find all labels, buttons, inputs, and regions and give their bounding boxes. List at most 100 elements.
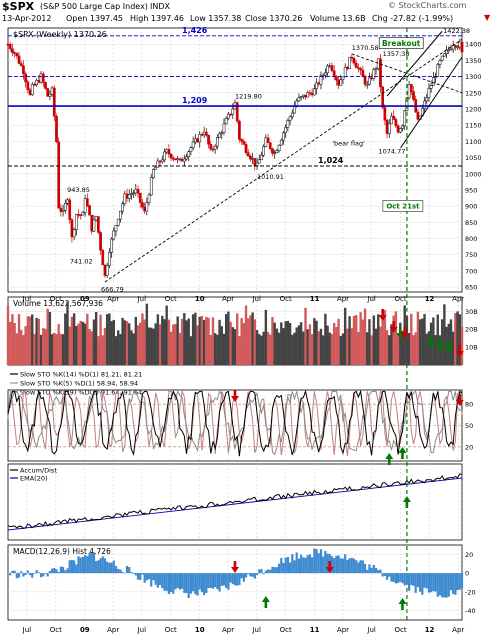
candle-body <box>330 65 334 72</box>
symbol-title[interactable]: $SPX <box>2 0 35 13</box>
volume-bar <box>341 333 345 365</box>
macd-hist-bar <box>209 573 212 588</box>
macd-hist-bar <box>264 570 267 574</box>
volume-bar <box>147 327 151 365</box>
red-arrow-down-icon-stem <box>233 561 237 567</box>
macd-hist-bar <box>31 573 34 578</box>
credit-label[interactable]: © StockCharts.com <box>388 1 467 10</box>
y-tick-label: 1150 <box>465 122 482 130</box>
macd-hist-bar <box>300 554 303 574</box>
candle-body <box>238 120 241 140</box>
volume-bar <box>297 325 301 365</box>
volume-bar <box>213 333 217 365</box>
macd-hist-bar <box>57 571 60 574</box>
volume-bar <box>286 320 290 365</box>
macd-hist-bar <box>366 569 369 574</box>
candle-body <box>242 141 246 145</box>
price-annotation: 1357.38 <box>383 50 410 58</box>
red-arrow-down-icon <box>389 327 398 333</box>
volume-bar <box>114 336 118 365</box>
macd-hist-bar <box>447 573 450 597</box>
y-tick-label: 900 <box>465 203 477 211</box>
volume-bar <box>169 331 173 365</box>
macd-hist-bar <box>176 573 179 588</box>
volume-bar <box>161 315 164 365</box>
volume-bar <box>158 324 162 365</box>
macd-hist-bar <box>284 557 287 574</box>
volume-bar <box>275 328 279 365</box>
candle-body <box>152 169 155 178</box>
volume-bar <box>194 312 197 365</box>
red-arrow-down-icon-stem <box>328 561 332 567</box>
x-tick-label: Apr <box>222 626 234 634</box>
candle-body <box>257 159 261 164</box>
candle-body <box>19 63 23 66</box>
volume-bar <box>13 322 16 365</box>
candle-body <box>290 112 294 118</box>
macd-hist-bar <box>154 573 157 585</box>
macd-hist-bar <box>192 573 195 592</box>
candle-body <box>30 84 34 96</box>
volume-bar <box>416 311 420 365</box>
breakout-label: Breakout <box>382 39 421 48</box>
candle-body <box>187 151 191 158</box>
down-arrow-icon: ▼ <box>484 13 491 22</box>
macd-hist-bar <box>337 555 340 574</box>
macd-hist-bar <box>37 572 40 574</box>
macd-hist-bar <box>258 569 261 574</box>
volume-bar <box>253 319 257 365</box>
candle-body <box>59 207 63 212</box>
candle-body <box>147 194 151 204</box>
volume-bar <box>359 312 362 365</box>
volume-bar <box>196 325 199 365</box>
candle-body <box>218 133 221 138</box>
candle-body <box>423 100 426 109</box>
macd-hist-bar <box>253 573 256 579</box>
volume-bar <box>97 336 100 365</box>
candle-body <box>385 119 389 134</box>
macd-hist-bar <box>454 573 457 595</box>
candle-body <box>379 58 382 88</box>
volume-bar <box>119 334 122 365</box>
macd-hist-bar <box>288 562 292 574</box>
candle-body <box>335 76 338 81</box>
ema20-line <box>7 477 463 531</box>
volume-bar <box>317 331 320 365</box>
green-arrow-up-icon <box>402 496 411 502</box>
candle-body <box>231 108 235 115</box>
y-tick-label: 750 <box>465 251 477 259</box>
candle-body <box>79 214 83 216</box>
candle-body <box>103 264 107 276</box>
macd-hist-bar <box>233 573 237 586</box>
red-arrow-down-icon-stem <box>458 394 462 400</box>
channel-low-line <box>400 56 463 149</box>
candle-body <box>392 115 396 120</box>
macd-hist-bar <box>438 573 442 596</box>
volume-bar <box>451 331 455 365</box>
stoch-39-line <box>7 389 463 456</box>
volume-bar <box>337 318 340 365</box>
volume-bar <box>130 330 133 365</box>
candle-body <box>22 65 25 75</box>
x-tick-label: Oct <box>50 295 62 303</box>
volume-bar <box>6 305 10 365</box>
panel-frame-main <box>7 27 463 293</box>
macd-hist-bar <box>295 552 298 574</box>
candle-body <box>46 88 50 97</box>
volume-bar <box>50 334 54 365</box>
green-arrow-down-icon <box>435 345 444 351</box>
price-annotation: 1370.58 <box>352 44 379 52</box>
macd-title: MACD(12,26,9) Hist 4.726 <box>13 547 111 556</box>
macd-hist-bar <box>42 573 45 577</box>
candle-body <box>134 188 138 194</box>
macd-hist-bar <box>408 573 411 591</box>
candle-body <box>136 188 140 194</box>
macd-hist-bar <box>70 560 74 574</box>
x-tick-label: 12 <box>425 295 435 303</box>
x-tick-label: Apr <box>337 626 349 634</box>
candle-body <box>354 62 358 68</box>
volume-bar <box>156 314 160 365</box>
volume-bar <box>348 316 351 365</box>
macd-hist-bar <box>419 573 422 592</box>
